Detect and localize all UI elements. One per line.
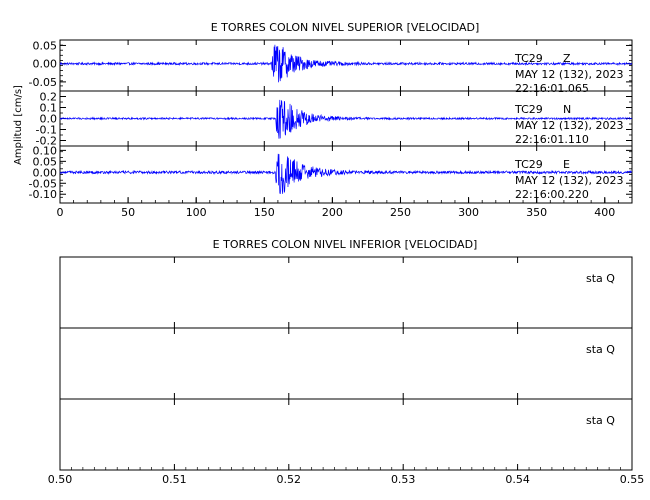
waveform-panel-z: 0.05 0.00 -0.05 TC29 Z MAY 12 (132), 202322:1… [29,39,633,95]
x-tick-label: 50 [121,206,135,219]
station-label: TC29 [514,52,543,65]
time-label: 22:16:01.110 [515,133,589,146]
y-tick-label: 0.2 [40,91,58,104]
y-tick-label: -0.10 [29,188,57,201]
y-tick-label: -0.1 [36,124,57,137]
x-tick-label: 0.50 [48,473,73,486]
x-tick-label: 0.53 [391,473,416,486]
top-chart-ylabel: Amplitud [cm/s] [13,85,24,165]
empty-panel-2: sta Q [59,327,633,400]
y-tick-label: -0.2 [36,135,57,148]
x-tick-label: 0.54 [505,473,530,486]
bottom-chart-x-axis: 0.50 0.51 0.52 0.53 0.54 0.55 [48,467,645,486]
x-tick-label: 0.55 [620,473,645,486]
x-tick-label: 150 [254,206,275,219]
x-tick-label: 0.52 [277,473,302,486]
bottom-chart: sta Q sta Q sta Q [59,256,633,471]
station-placeholder-label: sta Q [586,343,615,356]
waveform-trace-z [59,44,633,83]
x-tick-label: 400 [594,206,615,219]
y-tick-label: 0.05 [33,155,58,168]
x-tick-label: 200 [322,206,343,219]
waveform-trace-n [59,99,633,139]
component-label: N [563,103,571,116]
top-chart-x-axis: 0 50 100 150 200 250 300 350 400 [57,197,633,219]
panel-frame [59,398,633,471]
x-tick-label: 0 [57,206,64,219]
y-tick-label: 0.0 [40,113,58,126]
empty-panel-1: sta Q [59,256,633,329]
y-tick-label: 0.00 [33,166,58,179]
x-tick-label: 350 [526,206,547,219]
station-placeholder-label: sta Q [586,414,615,427]
y-tick-label: -0.05 [29,76,57,89]
component-label: Z [563,52,571,65]
time-label: 22:16:00.220 [515,188,589,201]
y-tick-label: 0.1 [40,102,58,115]
waveform-panel-e: 0.100.050.00-0.05-0.10 TC29 E MAY 12 (132),… [29,144,633,204]
y-tick-label: 0.05 [33,39,58,52]
x-tick-label: 300 [458,206,479,219]
waveform-trace-e [59,153,633,195]
waveform-panel-n: 0.20.10.0-0.1-0.2 TC29 N MAY 12 (132), 2023… [36,90,633,148]
x-tick-label: 250 [390,206,411,219]
date-label: MAY 12 (132), 2023 [515,68,623,81]
panel-frame [59,327,633,400]
y-tick-label: 0.00 [33,58,58,71]
date-label: MAY 12 (132), 2023 [515,174,623,187]
station-placeholder-label: sta Q [586,272,615,285]
x-tick-label: 0.51 [162,473,187,486]
empty-panel-3: sta Q [59,398,633,471]
top-chart-title: E TORRES COLON NIVEL SUPERIOR [VELOCIDAD… [211,21,480,34]
panel-frame [59,256,633,329]
date-label: MAY 12 (132), 2023 [515,119,623,132]
station-label: TC29 [514,103,543,116]
time-label: 22:16:01.065 [515,82,589,95]
x-tick-label: 100 [186,206,207,219]
y-tick-label: -0.05 [29,177,57,190]
station-label: TC29 [514,158,543,171]
bottom-chart-title: E TORRES COLON NIVEL INFERIOR [VELOCIDAD… [213,238,478,251]
y-tick-label: 0.10 [33,144,58,157]
component-label: E [563,158,570,171]
